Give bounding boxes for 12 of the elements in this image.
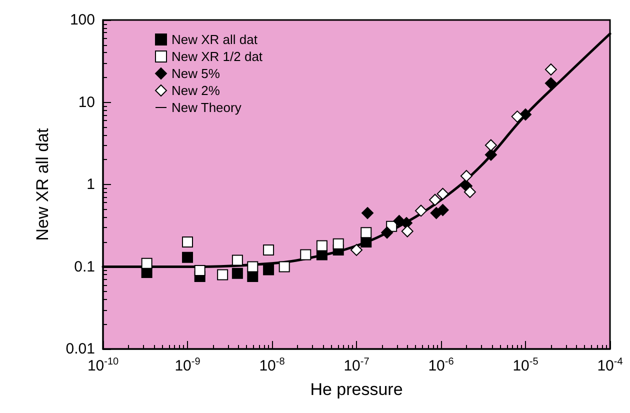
y-tick-label: 100	[70, 12, 95, 28]
x-axis-title: He pressure	[310, 380, 403, 399]
y-tick-label: 0.01	[66, 340, 95, 358]
legend-label: New Theory	[172, 100, 242, 115]
legend-label: New 5%	[172, 66, 220, 81]
legend-label: New XR all dat	[172, 32, 258, 47]
y-tick-label: 0.1	[74, 258, 95, 276]
legend-label: New 2%	[172, 83, 220, 98]
y-tick-label: 10	[78, 94, 95, 111]
y-axis-title: New XR all dat	[33, 128, 52, 241]
y-tick-label: 1	[86, 176, 95, 193]
legend-label: New XR 1/2 dat	[172, 49, 263, 64]
